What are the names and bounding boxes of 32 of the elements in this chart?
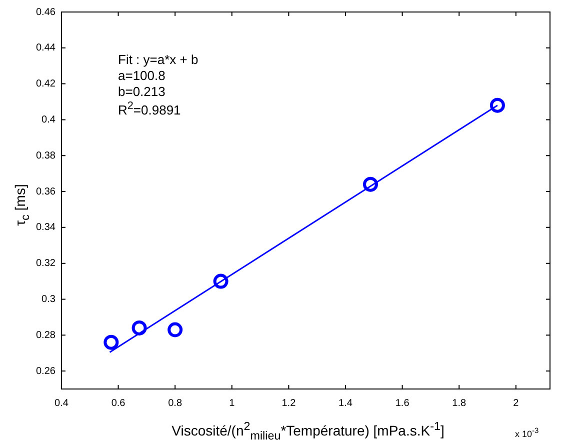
x-tick-label: 1.8: [452, 398, 466, 409]
annotation: b=0.213: [118, 84, 166, 99]
y-tick-label: 0.4: [42, 114, 56, 126]
x-tick-label: 0.8: [168, 398, 182, 409]
x-tick-label: 0.4: [54, 398, 69, 409]
y-tick-label: 0.26: [36, 366, 56, 377]
y-tick-label: 0.32: [36, 258, 56, 270]
y-tick-label: 0.36: [36, 186, 56, 198]
y-tick-label: 0.3: [42, 294, 56, 305]
y-tick-label: 0.28: [36, 330, 56, 341]
y-tick-label: 0.34: [36, 222, 56, 234]
point: [213, 274, 228, 289]
y-tick-label: 0.46: [36, 6, 56, 18]
y-tick-label: 0.44: [36, 42, 56, 54]
point: [490, 98, 505, 113]
y-tick-label: 0.38: [36, 150, 56, 162]
x-tick-label: 1.6: [395, 398, 410, 409]
annotation: Fit : y=a*x + b: [118, 52, 198, 67]
x-tick-label: 1.2: [282, 398, 296, 409]
y-tick-label: 0.42: [36, 78, 56, 90]
x-axis-title: Viscosité/(n$^{2}$$_{milieu}$*Température) [mPa.s.K$^{-1}$]: [172, 420, 444, 442]
point: [104, 334, 119, 350]
x-tick-label: 0.6: [111, 398, 126, 409]
x-tick-label: 2: [513, 398, 520, 409]
point: [132, 320, 147, 336]
annotation: R$^{2}$=0.9891: [118, 100, 181, 118]
point: [168, 322, 183, 338]
text: x 10$^{-3}$: [515, 426, 539, 439]
x-tick-label: 1: [229, 398, 236, 409]
x-tick-label: 1.4: [338, 398, 353, 409]
point: [362, 176, 378, 192]
annotation: a=100.8: [118, 68, 166, 83]
